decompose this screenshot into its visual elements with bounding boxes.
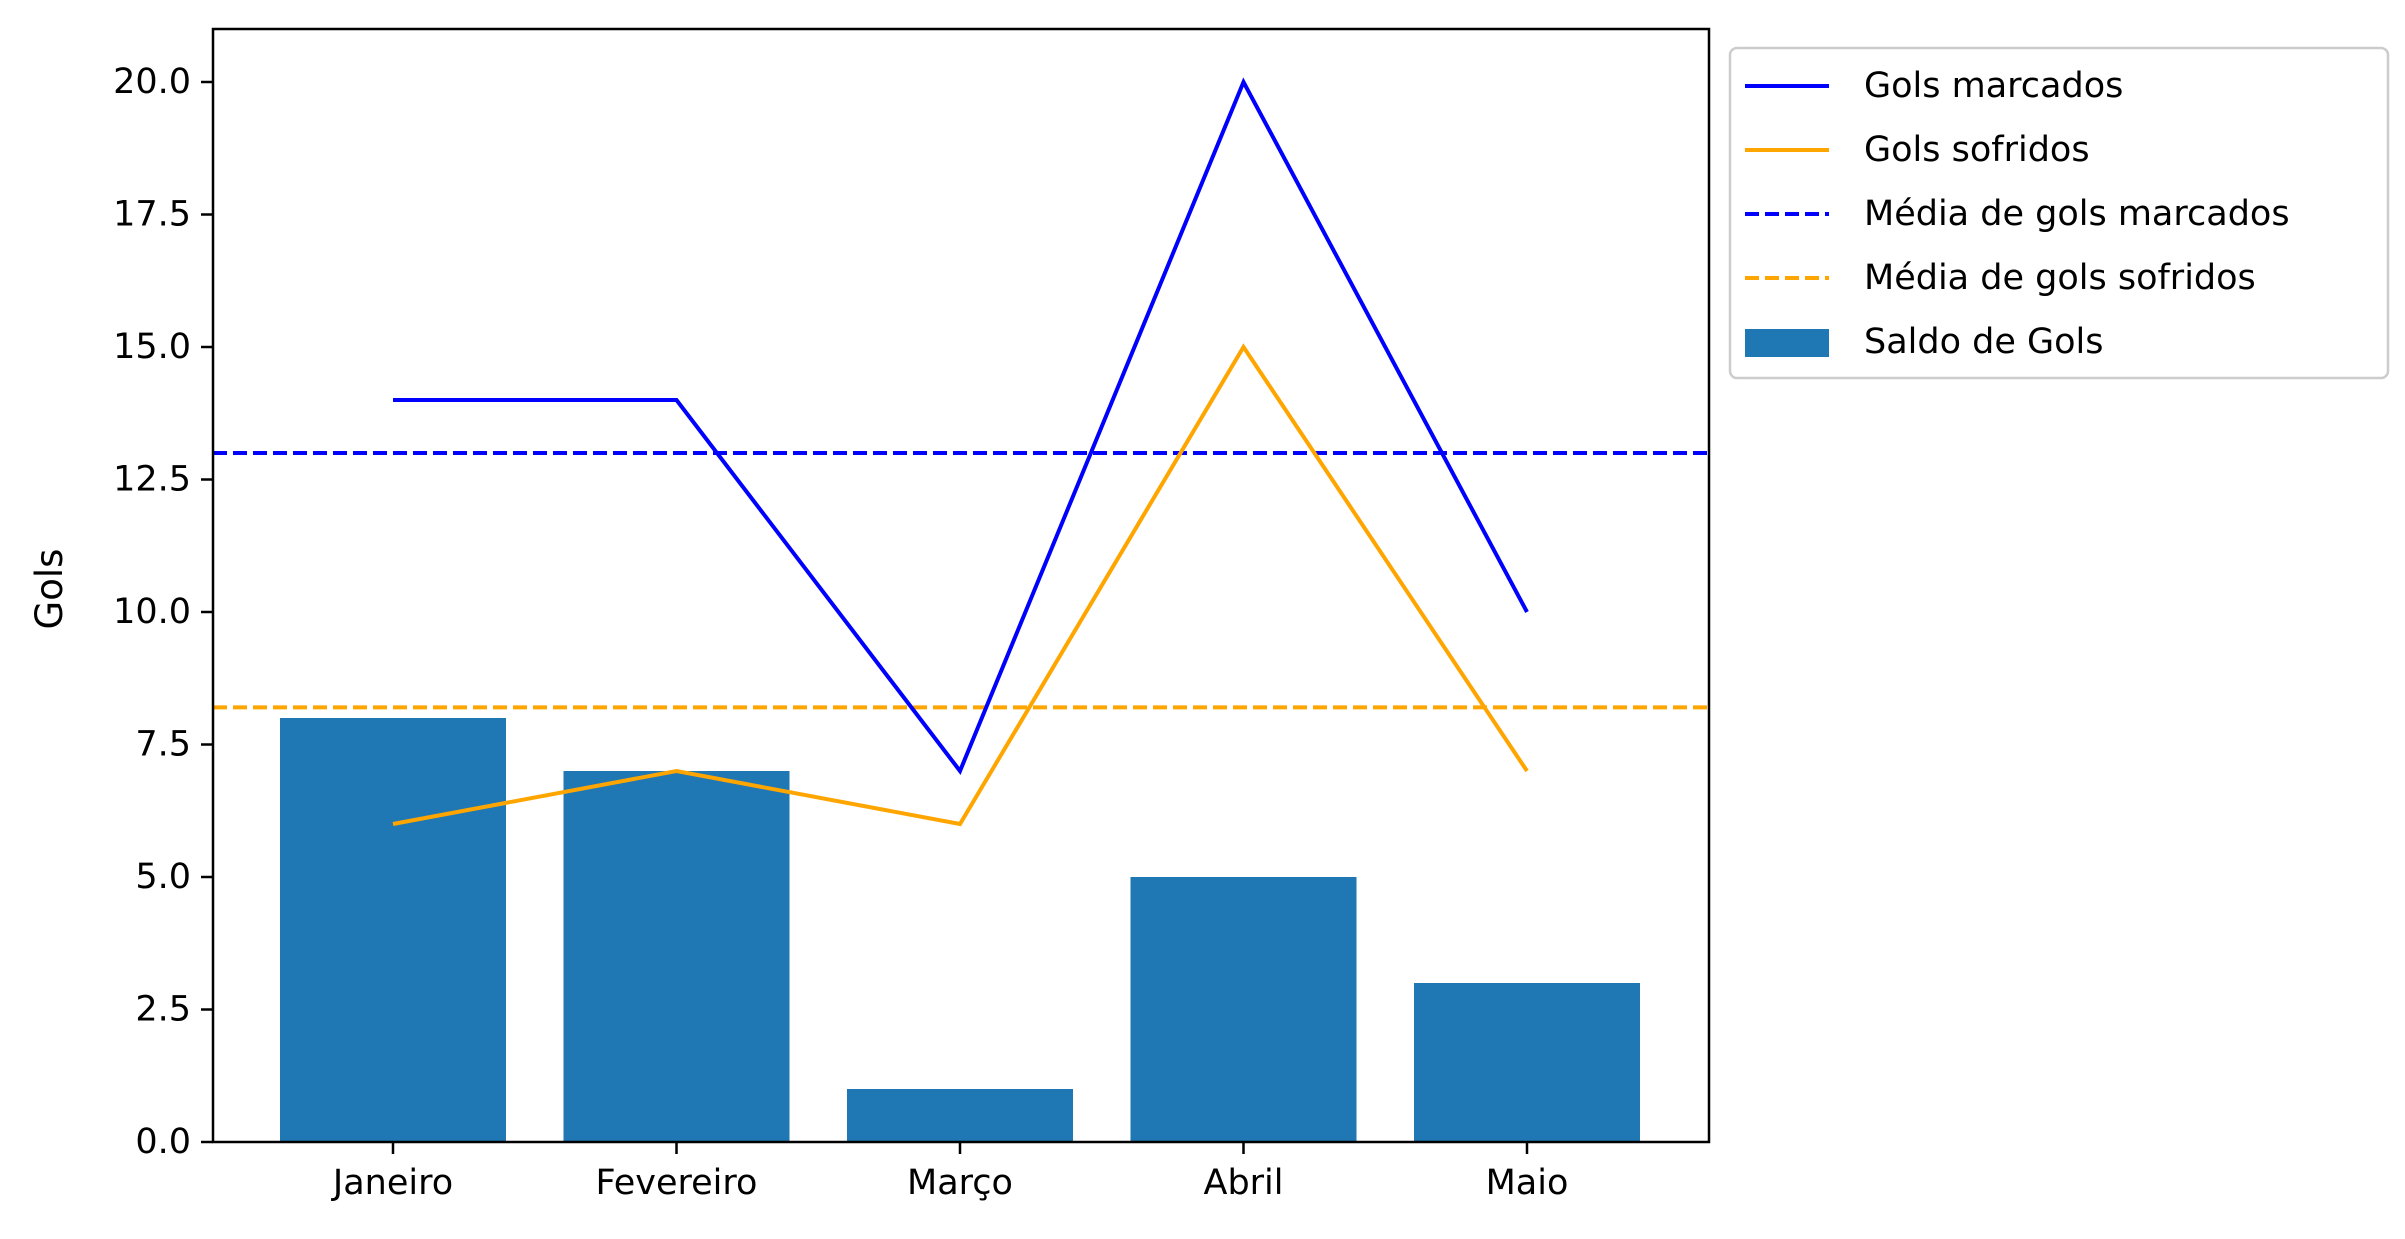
- legend-label-gols-marcados: Gols marcados: [1864, 66, 2123, 106]
- y-tick-label: 5.0: [135, 857, 191, 897]
- x-tick-label-abril: Abril: [1204, 1163, 1284, 1203]
- y-tick-label: 10.0: [113, 592, 191, 632]
- y-tick-label: 20.0: [113, 62, 191, 102]
- bar-abril: [1130, 877, 1357, 1142]
- bar-janeiro: [280, 718, 506, 1142]
- legend-label-gols-sofridos: Gols sofridos: [1864, 130, 2090, 170]
- legend-label-media-de-gols-sofridos: Média de gols sofridos: [1864, 258, 2256, 298]
- y-tick-label: 0.0: [135, 1122, 191, 1162]
- y-tick-label: 2.5: [135, 990, 191, 1030]
- legend-swatch-saldo-de-gols: [1745, 329, 1829, 357]
- series-lines-layer: [392, 77, 1529, 827]
- bar-fevereiro: [563, 771, 790, 1142]
- y-tick-label: 7.5: [135, 725, 191, 765]
- y-tick-label: 17.5: [113, 195, 191, 235]
- x-tick-label-fevereiro: Fevereiro: [596, 1163, 758, 1203]
- x-tick-label-marco: Março: [907, 1163, 1013, 1203]
- legend: Gols marcados Gols sofridos Média de gols …: [1728, 46, 2390, 380]
- y-tick-label: 12.5: [113, 460, 191, 500]
- legend-label-saldo-de-gols: Saldo de Gols: [1864, 322, 2104, 362]
- x-tick-label-janeiro: Janeiro: [331, 1163, 453, 1203]
- mean-lines-layer: [213, 451, 1709, 710]
- y-axis-label: Gols: [28, 549, 71, 630]
- x-tick-label-maio: Maio: [1486, 1163, 1569, 1203]
- x-axis: Janeiro Fevereiro Março Abril Maio: [331, 1142, 1569, 1203]
- bar-marco: [847, 1089, 1073, 1142]
- y-tick-label: 15.0: [113, 327, 191, 367]
- bar-maio: [1414, 983, 1640, 1142]
- legend-label-media-de-gols-marcados: Média de gols marcados: [1864, 194, 2290, 234]
- legend-frame: [1728, 46, 2390, 380]
- series-line-gols-marcados: [393, 77, 1529, 775]
- y-axis: 0.0 2.5 5.0 7.5 10.0 12.5 15.0 17.5 20.0: [113, 62, 213, 1162]
- series-line-gols-sofridos: [392, 343, 1529, 827]
- bars-layer: [280, 718, 1640, 1142]
